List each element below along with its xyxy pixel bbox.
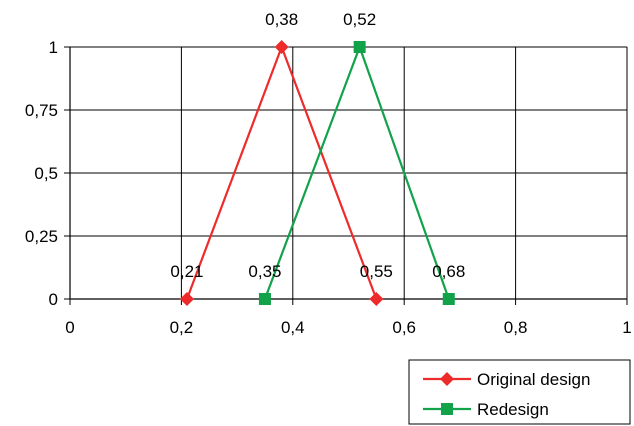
data-label: 0,21 <box>170 262 203 281</box>
square-marker <box>258 293 271 305</box>
diamond-marker <box>274 40 289 54</box>
x-tick-label: 0,6 <box>392 318 416 337</box>
y-tick-label: 0,75 <box>25 101 58 120</box>
square-marker <box>442 293 455 305</box>
y-tick-label: 1 <box>49 38 58 57</box>
diamond-marker <box>369 292 384 306</box>
y-tick-label: 0,25 <box>25 227 58 246</box>
legend-label: Redesign <box>477 400 549 419</box>
x-tick-label: 0,4 <box>281 318 305 337</box>
series-group <box>179 40 455 306</box>
x-tick-label: 1 <box>622 318 631 337</box>
x-tick-label: 0 <box>65 318 74 337</box>
y-tick-label: 0,5 <box>34 164 58 183</box>
x-tick-label: 0,2 <box>170 318 194 337</box>
data-label: 0,38 <box>265 10 298 29</box>
axes <box>64 46 628 305</box>
data-label: 0,68 <box>432 262 465 281</box>
legend-label: Original design <box>477 370 590 389</box>
data-label: 0,55 <box>360 262 393 281</box>
data-labels: 0,21 0,38 0,55 0,35 0,52 0,68 <box>170 10 465 281</box>
data-label: 0,35 <box>248 262 281 281</box>
legend: Original design Redesign <box>408 359 631 425</box>
diamond-marker <box>179 292 194 306</box>
grid <box>70 46 628 299</box>
y-tick-label: 0 <box>49 290 58 309</box>
tick-labels: 0 0,25 0,5 0,75 1 0 0,2 0,4 0,6 0,8 1 <box>25 38 632 337</box>
x-tick-label: 0,8 <box>504 318 528 337</box>
legend-diamond-marker <box>440 372 454 386</box>
square-marker <box>353 41 366 53</box>
data-label: 0,52 <box>343 10 376 29</box>
legend-square-marker <box>441 403 453 415</box>
